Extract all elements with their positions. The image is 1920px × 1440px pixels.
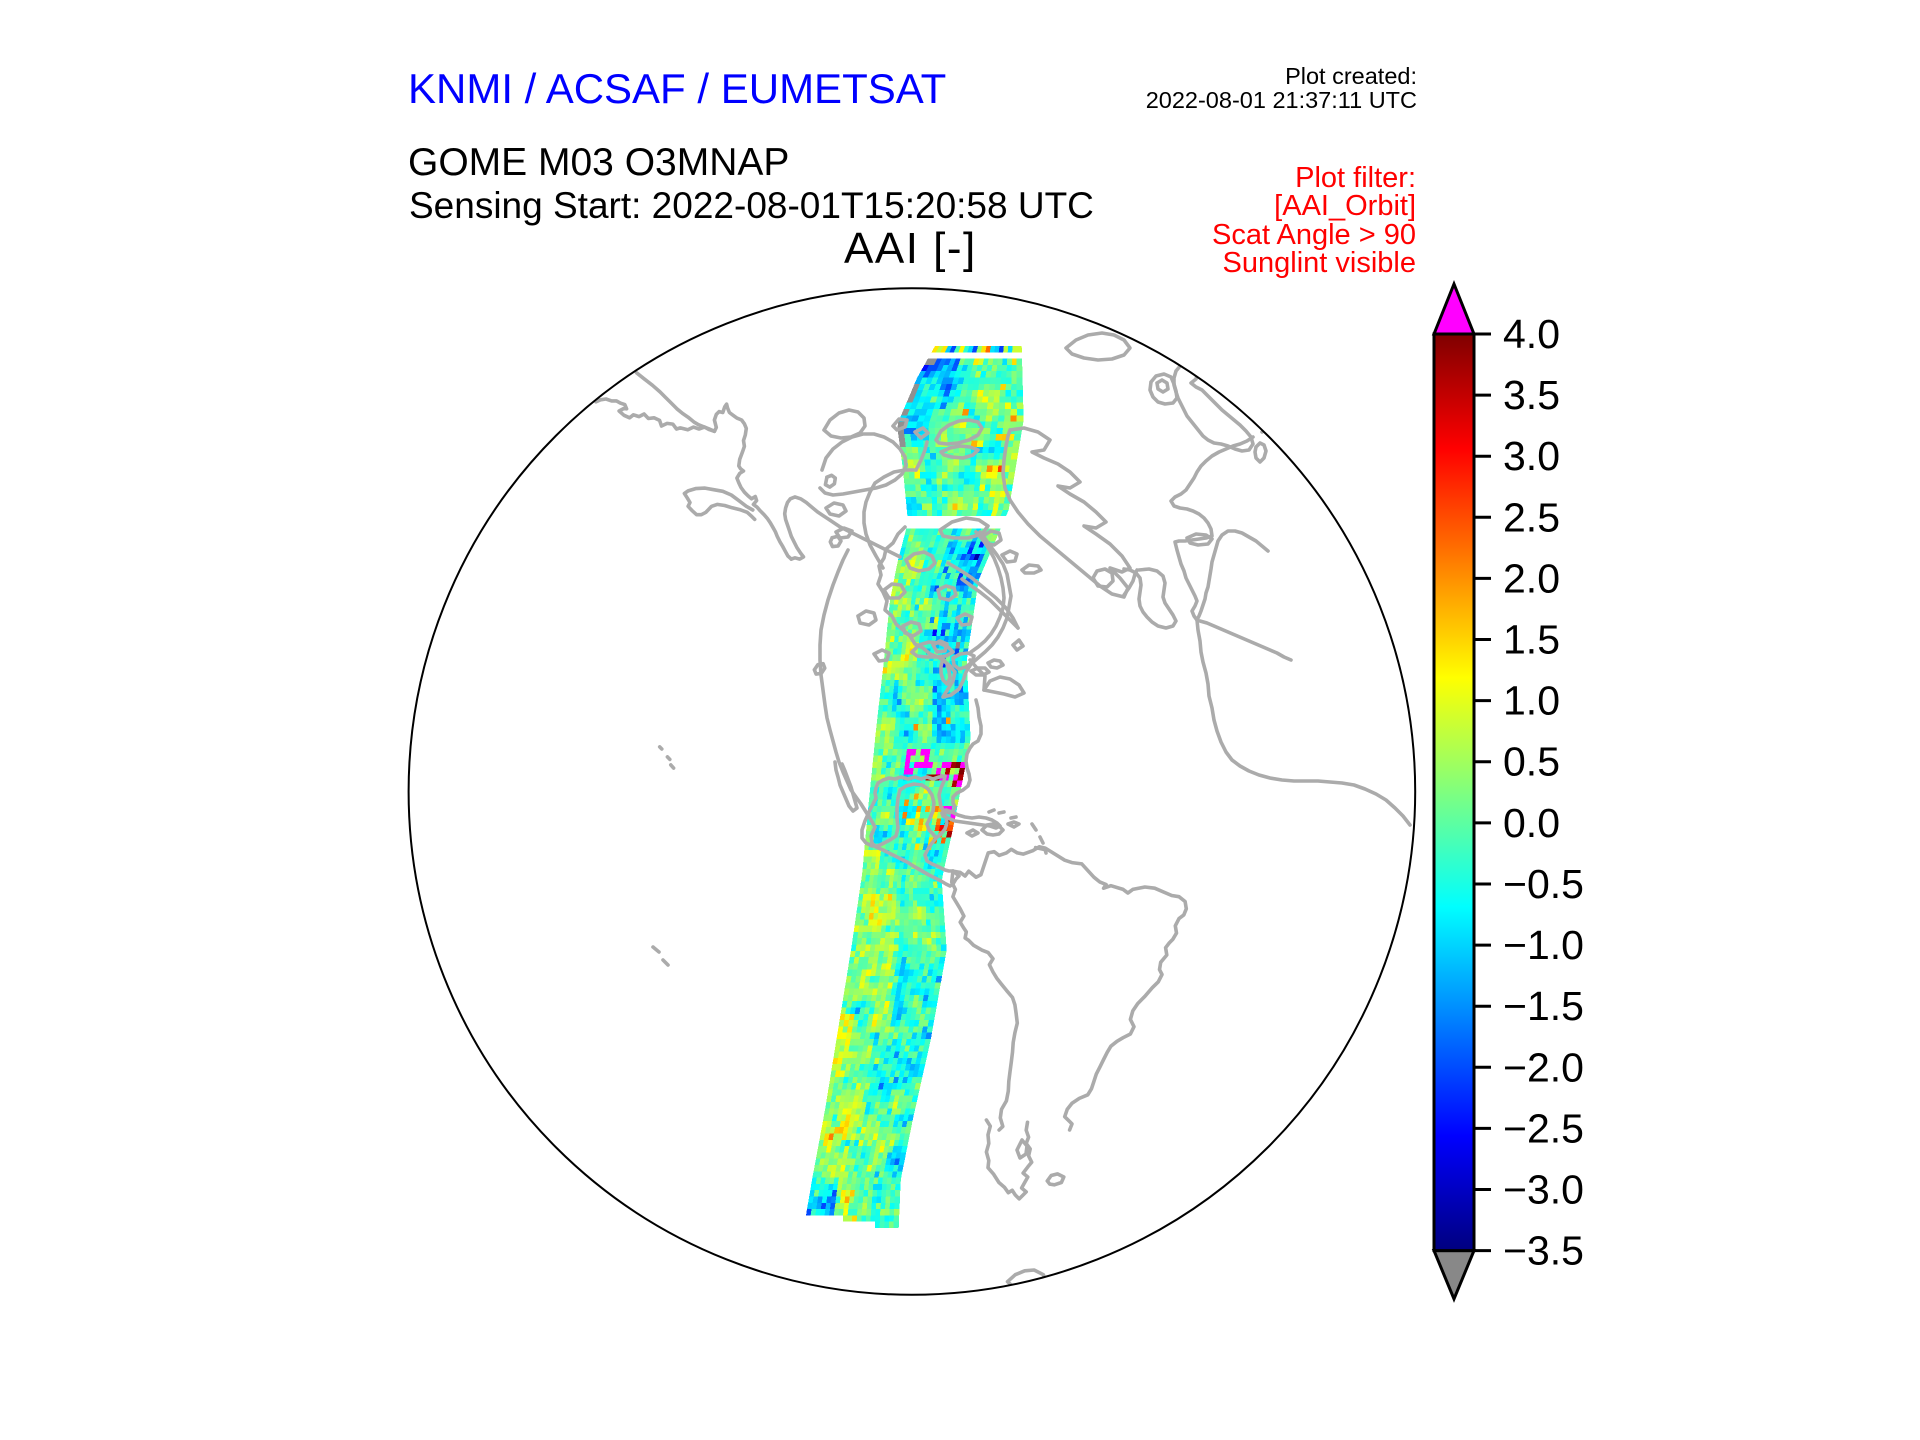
- svg-text:1.5: 1.5: [1503, 617, 1560, 663]
- svg-text:0.0: 0.0: [1503, 800, 1560, 846]
- svg-text:0.5: 0.5: [1503, 739, 1560, 785]
- svg-text:2.0: 2.0: [1503, 555, 1560, 601]
- svg-text:3.5: 3.5: [1503, 372, 1560, 418]
- svg-text:−1.5: −1.5: [1503, 983, 1584, 1029]
- svg-text:2.5: 2.5: [1503, 494, 1560, 540]
- svg-text:−3.0: −3.0: [1503, 1167, 1584, 1213]
- svg-text:−0.5: −0.5: [1503, 861, 1584, 907]
- svg-text:−1.0: −1.0: [1503, 922, 1584, 968]
- svg-text:4.0: 4.0: [1503, 311, 1560, 357]
- svg-text:−2.5: −2.5: [1503, 1105, 1584, 1151]
- svg-text:−2.0: −2.0: [1503, 1044, 1584, 1090]
- svg-text:1.0: 1.0: [1503, 678, 1560, 724]
- svg-text:3.0: 3.0: [1503, 433, 1560, 479]
- svg-text:−3.5: −3.5: [1503, 1228, 1584, 1274]
